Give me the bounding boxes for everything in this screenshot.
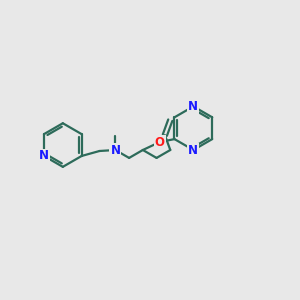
Text: N: N	[110, 143, 120, 157]
Text: N: N	[188, 100, 198, 113]
Text: N: N	[188, 143, 198, 157]
Text: N: N	[39, 149, 49, 162]
Text: O: O	[155, 136, 165, 148]
